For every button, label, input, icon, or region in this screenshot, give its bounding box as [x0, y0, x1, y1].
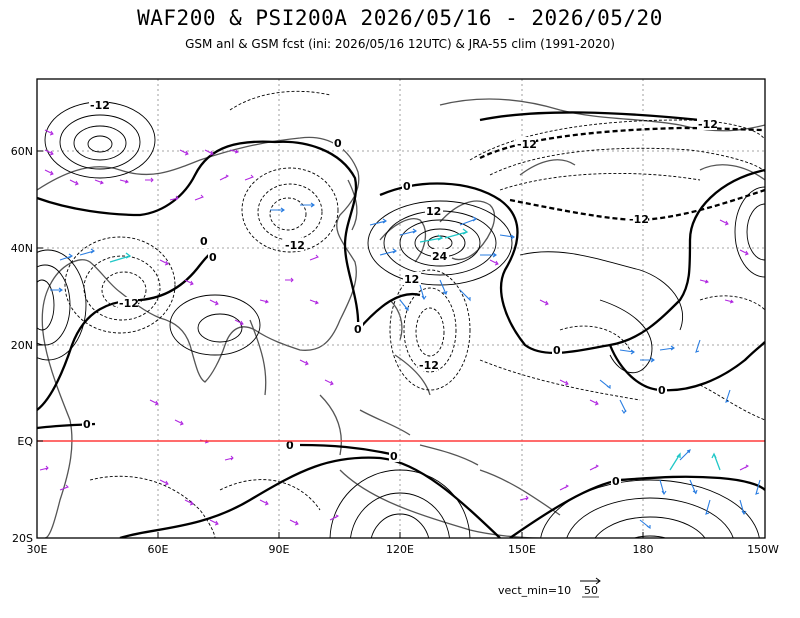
x-tick-label: 150W	[747, 543, 779, 556]
coast-india-east	[249, 319, 267, 396]
chart-subtitle: GSM anl & GSM fcst (ini: 2026/05/16 12UT…	[185, 37, 615, 51]
coast-kamchatka	[519, 159, 576, 176]
vector-legend: vect_min=10 50	[498, 577, 601, 598]
coast-philippines	[394, 354, 431, 396]
contour-label: 0	[658, 384, 666, 397]
zero-contours	[37, 111, 765, 538]
contour-label: 0	[612, 475, 620, 488]
contour-label: 12	[426, 205, 441, 218]
x-tick-label: 60E	[148, 543, 169, 556]
coast-taiwan	[389, 299, 403, 341]
coast-siberia	[439, 98, 765, 132]
coast-korea	[379, 218, 427, 263]
grid-lines	[37, 79, 765, 538]
legend-value: 50	[584, 584, 598, 597]
vectors-strong	[109, 228, 721, 471]
coast-alaska	[699, 164, 765, 181]
x-tick-label: 30E	[27, 543, 48, 556]
contour-label: 24	[432, 250, 448, 263]
contour-label: 0	[83, 418, 91, 431]
flux-vectors	[39, 129, 761, 530]
y-tick-label: 40N	[11, 242, 33, 255]
x-tick-label: 120E	[386, 543, 414, 556]
contour-label: 0	[286, 439, 294, 452]
contour-label-group: -12 0 0 -12 0 -12 -12 -12 12 24 12 -12 0	[82, 98, 718, 488]
axis-ticks	[36, 150, 766, 538]
contour-label: 12	[404, 273, 419, 286]
y-axis-labels: 60N 40N 20N EQ 20S	[11, 145, 34, 545]
contour-label: -12	[517, 138, 537, 151]
coast-indonesia	[319, 394, 561, 516]
coast-australia	[339, 469, 541, 538]
contour-label: -12	[90, 99, 110, 112]
vectors-weak	[39, 129, 749, 526]
contour-label: 0	[200, 235, 208, 248]
coast-sakhalin	[347, 179, 358, 231]
x-tick-label: 90E	[269, 543, 290, 556]
y-tick-label: 20N	[11, 339, 33, 352]
contour-label: 0	[209, 251, 217, 264]
plot-frame	[36, 78, 766, 539]
x-tick-label: 150E	[508, 543, 536, 556]
legend-label: vect_min=10	[498, 584, 571, 597]
contour-label: -12	[698, 118, 718, 131]
y-tick-label: 20S	[12, 532, 33, 545]
negative-contours	[64, 90, 765, 538]
x-tick-label: 180	[633, 543, 654, 556]
contour-label: 0	[403, 180, 411, 193]
contour-label: -12	[629, 213, 649, 226]
vectors-medium	[50, 202, 761, 530]
contour-label: 0	[390, 450, 398, 463]
contour-label: -12	[285, 239, 305, 252]
y-tick-label: 60N	[11, 145, 33, 158]
x-axis-labels: 30E 60E 90E 120E 150E 180 150W	[27, 543, 780, 556]
contour-label: -12	[419, 359, 439, 372]
contour-label: 0	[553, 344, 561, 357]
positive-contours	[37, 101, 765, 538]
legend-arrow-icon	[580, 577, 601, 585]
coast-eurasia-africa	[37, 136, 360, 538]
contour-label: 0	[354, 323, 362, 336]
coastlines	[37, 98, 765, 538]
y-tick-label: EQ	[17, 435, 33, 448]
contour-label: 0	[334, 137, 342, 150]
chart-title: WAF200 & PSI200A 2026/05/16 - 2026/05/20	[137, 6, 663, 30]
contour-label: -12	[119, 297, 139, 310]
